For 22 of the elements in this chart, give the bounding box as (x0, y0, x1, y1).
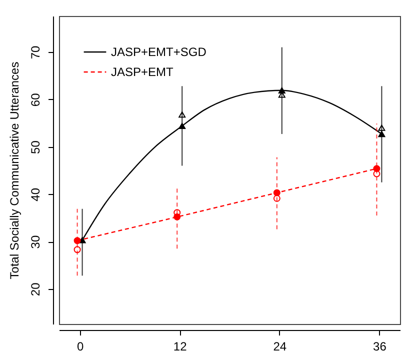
point (178, 111, 186, 118)
legend-label: JASP+EMT+SGD (111, 45, 207, 59)
point (74, 246, 81, 254)
y-axis-title: Total Socially Communicative Utterances (8, 62, 22, 280)
point (273, 189, 280, 196)
x-tick-label: 36 (373, 340, 387, 354)
y-tick-label: 70 (28, 46, 42, 60)
x-tick-label: 24 (273, 340, 287, 354)
point (178, 122, 186, 130)
y-tick-label: 40 (28, 188, 42, 202)
y-tick-label: 30 (28, 235, 42, 249)
point (74, 237, 81, 244)
point (378, 124, 386, 131)
legend-label: JASP+EMT (111, 65, 174, 79)
y-tick-label: 60 (28, 92, 42, 107)
y-tick-label: 20 (28, 282, 42, 296)
point (378, 130, 386, 138)
point (373, 170, 380, 178)
x-tick-label: 12 (173, 340, 188, 354)
y-tick-label: 50 (28, 140, 42, 154)
point (273, 194, 280, 202)
x-tick-label: 0 (76, 340, 84, 354)
